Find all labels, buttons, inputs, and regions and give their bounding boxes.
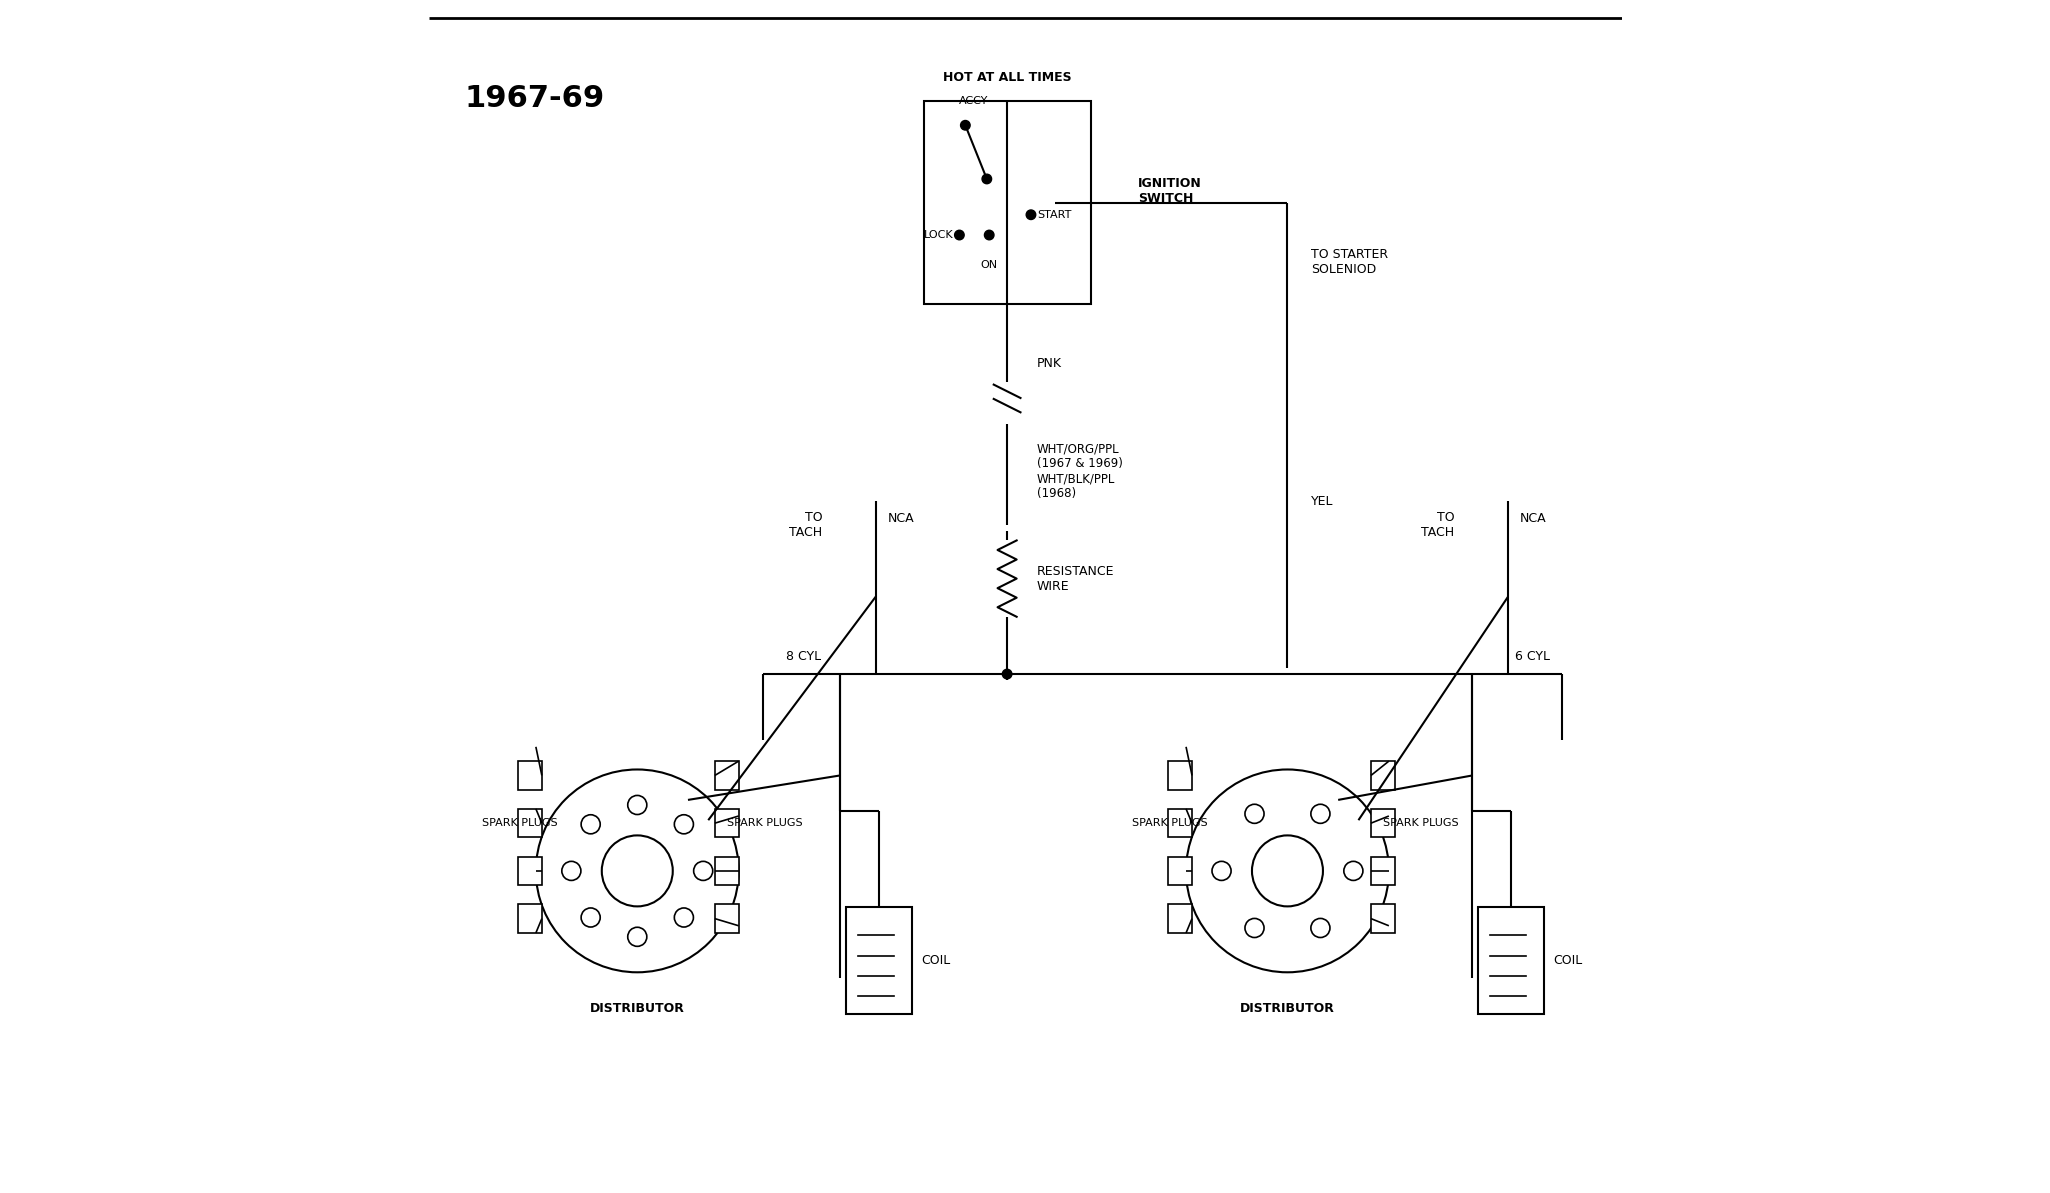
Circle shape	[674, 908, 693, 927]
Circle shape	[1027, 210, 1035, 220]
Circle shape	[984, 230, 994, 240]
Bar	[1168, 857, 1191, 885]
Circle shape	[562, 861, 580, 880]
Circle shape	[580, 908, 601, 927]
Text: COIL: COIL	[920, 954, 951, 966]
Text: HOT AT ALL TIMES: HOT AT ALL TIMES	[943, 72, 1072, 84]
Text: SPARK PLUGS: SPARK PLUGS	[482, 818, 558, 828]
Text: PNK: PNK	[1037, 358, 1062, 370]
Text: RESISTANCE
WIRE: RESISTANCE WIRE	[1037, 564, 1115, 593]
Text: 1967-69: 1967-69	[463, 84, 605, 112]
Text: NCA: NCA	[1521, 513, 1546, 525]
Circle shape	[627, 927, 648, 946]
Text: NCA: NCA	[888, 513, 914, 525]
Circle shape	[1244, 919, 1265, 938]
Circle shape	[627, 796, 648, 815]
Circle shape	[693, 861, 713, 880]
Circle shape	[982, 174, 992, 184]
Bar	[715, 904, 738, 933]
Circle shape	[1244, 804, 1265, 823]
Bar	[925, 101, 1091, 304]
Bar	[519, 857, 541, 885]
Text: TO STARTER
SOLENIOD: TO STARTER SOLENIOD	[1312, 248, 1388, 277]
Circle shape	[1310, 919, 1330, 938]
Text: DISTRIBUTOR: DISTRIBUTOR	[1240, 1002, 1335, 1014]
Bar	[1168, 761, 1191, 790]
Text: START: START	[1037, 210, 1072, 220]
Bar	[1168, 809, 1191, 837]
Bar	[1168, 904, 1191, 933]
Text: WHT/ORG/PPL
(1967 & 1969)
WHT/BLK/PPL
(1968): WHT/ORG/PPL (1967 & 1969) WHT/BLK/PPL (1…	[1037, 443, 1123, 500]
Circle shape	[1002, 669, 1013, 679]
Text: 8 CYL: 8 CYL	[787, 650, 822, 662]
Circle shape	[961, 120, 970, 130]
Bar	[519, 761, 541, 790]
Circle shape	[580, 815, 601, 834]
Bar	[715, 857, 738, 885]
Circle shape	[1310, 804, 1330, 823]
Text: 6 CYL: 6 CYL	[1515, 650, 1550, 662]
Circle shape	[955, 230, 964, 240]
Text: SPARK PLUGS: SPARK PLUGS	[1132, 818, 1207, 828]
Text: SPARK PLUGS: SPARK PLUGS	[728, 818, 802, 828]
Text: IGNITION
SWITCH: IGNITION SWITCH	[1138, 177, 1201, 205]
Bar	[1371, 904, 1394, 933]
Text: TO
TACH: TO TACH	[789, 511, 822, 539]
Text: DISTRIBUTOR: DISTRIBUTOR	[590, 1002, 685, 1014]
Text: COIL: COIL	[1554, 954, 1583, 966]
Text: TO
TACH: TO TACH	[1421, 511, 1456, 539]
Bar	[519, 904, 541, 933]
Text: ACCY: ACCY	[959, 97, 988, 106]
Text: LOCK: LOCK	[925, 230, 953, 240]
Circle shape	[674, 815, 693, 834]
Circle shape	[1212, 861, 1232, 880]
Bar	[715, 761, 738, 790]
Bar	[847, 907, 912, 1014]
Text: ON: ON	[980, 260, 998, 270]
Bar	[519, 809, 541, 837]
Bar	[715, 809, 738, 837]
Text: YEL: YEL	[1312, 495, 1335, 507]
Text: SPARK PLUGS: SPARK PLUGS	[1384, 818, 1458, 828]
Circle shape	[1345, 861, 1363, 880]
Bar	[1371, 809, 1394, 837]
Bar	[1371, 761, 1394, 790]
Bar	[1371, 857, 1394, 885]
Bar	[1478, 907, 1544, 1014]
